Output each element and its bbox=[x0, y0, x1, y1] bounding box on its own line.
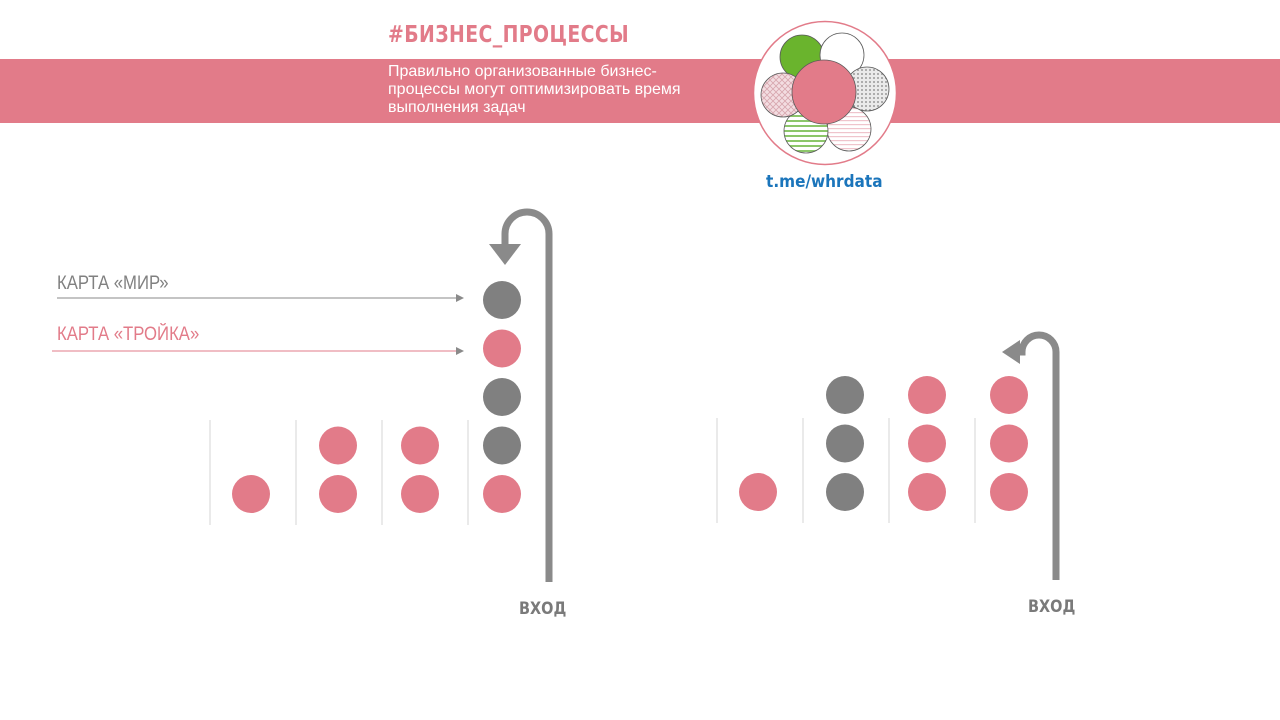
diagram-1-entry-label: ВХОД bbox=[519, 599, 567, 619]
queue-dot-pink bbox=[401, 426, 439, 465]
queue-dot-pink bbox=[908, 473, 946, 511]
queue-dot-gray bbox=[826, 424, 864, 463]
queue-dot-gray bbox=[826, 473, 864, 511]
queue-dot-pink bbox=[232, 475, 270, 513]
diagram-1-dividers bbox=[209, 420, 469, 525]
queue-dot-pink bbox=[990, 376, 1028, 414]
legend-mir-label: КАРТА «МИР» bbox=[57, 273, 169, 294]
queue-dot-pink bbox=[483, 329, 521, 368]
queue-dot-pink bbox=[319, 426, 357, 465]
queue-dot-pink bbox=[319, 475, 357, 513]
queue-dot-pink bbox=[401, 475, 439, 513]
queue-dot-pink bbox=[908, 424, 946, 463]
queue-dot-pink bbox=[908, 376, 946, 414]
queue-dot-pink bbox=[990, 424, 1028, 463]
petal-center bbox=[791, 59, 857, 125]
telegram-link[interactable]: t.me/whrdata bbox=[766, 172, 883, 192]
queue-dot-gray bbox=[483, 281, 521, 319]
queue-dot-gray bbox=[483, 426, 521, 465]
queue-dot-pink bbox=[990, 473, 1028, 511]
queue-dot-gray bbox=[483, 378, 521, 416]
queue-dot-pink bbox=[739, 473, 777, 511]
legend-troika-label: КАРТА «ТРОЙКА» bbox=[57, 324, 200, 345]
queue-dot-gray bbox=[826, 376, 864, 414]
queue-dots bbox=[232, 281, 1028, 513]
diagram-2-dividers bbox=[716, 418, 976, 523]
diagram-1-entry-arrow bbox=[489, 208, 553, 582]
header-band bbox=[0, 59, 1280, 123]
flower-logo-icon bbox=[752, 20, 898, 166]
hashtag-title: #БИЗНЕС_ПРОЦЕССЫ bbox=[388, 22, 630, 48]
diagram-2-entry-arrow bbox=[1002, 331, 1060, 580]
queue-dot-pink bbox=[483, 475, 521, 513]
diagram-2-entry-label: ВХОД bbox=[1028, 597, 1076, 617]
header-subtitle: Правильно организованные бизнес-процессы… bbox=[388, 63, 681, 116]
